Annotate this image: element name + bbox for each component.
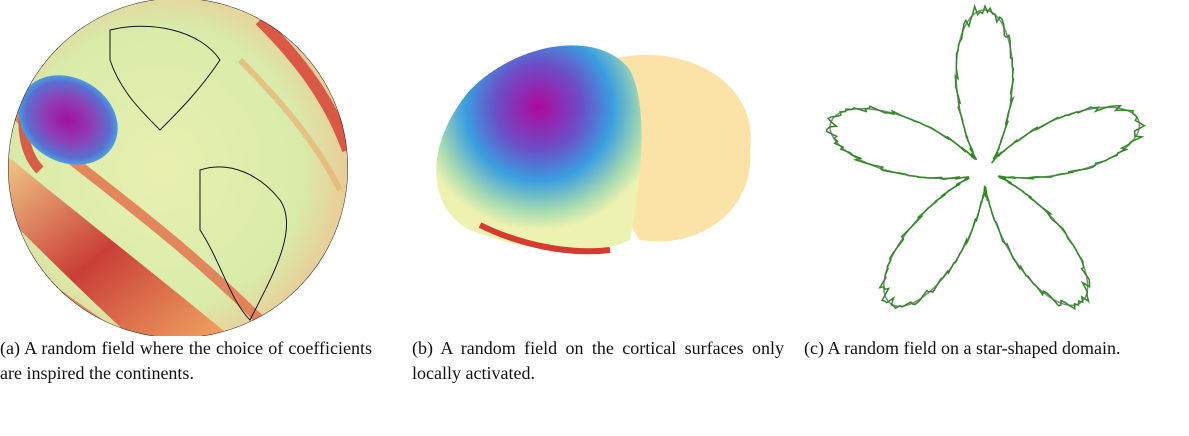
- figure-images: [0, 0, 1189, 336]
- globe: [0, 0, 348, 336]
- caption: (c) A random field on a star-shaped doma…: [804, 336, 1176, 361]
- caption: (b) A random field on the cortical surfa…: [412, 336, 784, 386]
- figure: (a) A random field where the choice of c…: [0, 0, 1189, 436]
- caption: (a) A random field where the choice of c…: [0, 336, 372, 386]
- star-domain: [827, 6, 1145, 309]
- cortex: [436, 45, 751, 251]
